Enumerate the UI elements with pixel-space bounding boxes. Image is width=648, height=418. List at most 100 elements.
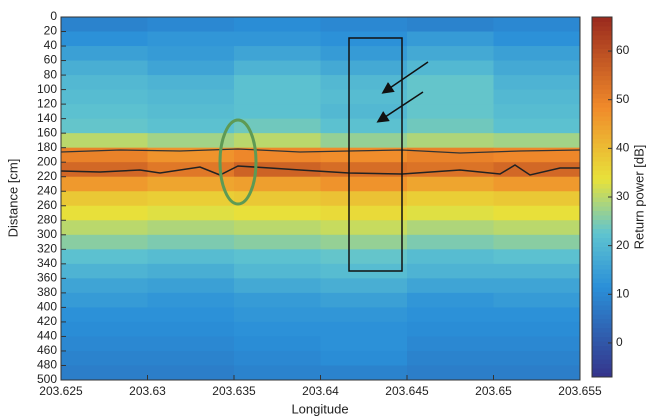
heatmap-cell [147,89,235,105]
colorbar-step [592,89,612,94]
heatmap-cell [320,292,408,308]
heatmap-cell [61,176,148,192]
heatmap-cell [147,321,235,337]
colorbar-step [592,48,612,54]
heatmap-cell [147,133,235,149]
colorbar-step [592,156,612,162]
heatmap-cell [493,278,581,294]
heatmap-cell [493,321,581,337]
heatmap-cell [407,234,494,250]
heatmap-cell [234,336,321,352]
colorbar-step [592,305,612,310]
heatmap-cell [407,31,494,47]
y-tick-label: 380 [37,285,57,299]
colorbar-step [592,53,612,58]
arrow [376,91,424,123]
colorbar-tick-label: 0 [616,335,623,349]
heatmap-cell [320,118,408,134]
heatmap-cell [493,17,581,33]
heatmap-cell [320,31,408,47]
colorbar-tick-label: 10 [616,286,630,300]
heatmap-cell [61,263,148,279]
colorbar-step [592,62,612,67]
y-tick-label: 360 [37,271,57,285]
colorbar-step [592,111,612,117]
heatmap-cell [493,205,581,221]
y-tick-label: 80 [44,67,58,81]
heatmap-cell [234,17,321,33]
y-tick-label: 220 [37,169,57,183]
heatmap-cell [234,162,321,178]
heatmap-cell [61,365,148,381]
colorbar-step [592,192,612,198]
heatmap-cell [61,321,148,337]
heatmap-cell [407,191,494,207]
heatmap-cell [61,336,148,352]
heatmap-cell [407,147,494,163]
colorbar-step [592,147,612,153]
colorbar-step [592,359,612,364]
heatmap-cell [320,133,408,149]
colorbar-tick-label: 20 [616,238,630,252]
x-tick-label: 203.64 [302,384,339,398]
heatmap-cell [147,162,235,178]
heatmap-cell [147,191,235,207]
heatmap-cell [147,292,235,308]
heatmap-cell [234,263,321,279]
colorbar-step [592,237,612,243]
heatmap-cell [407,75,494,91]
heatmap-cell [493,292,581,308]
heatmap-cell [147,350,235,366]
x-axis-label: Longitude [291,401,348,416]
colorbar-step [592,134,612,139]
colorbar-step [592,165,612,171]
heatmap-cell [61,234,148,250]
colorbar-tick-label: 50 [616,92,630,106]
colorbar-step [592,291,612,297]
heatmap-cell [493,263,581,279]
colorbar-step [592,273,612,279]
heatmap-cell [493,234,581,250]
colorbar-step [592,224,612,229]
heatmap-cell [493,191,581,207]
heatmap-cell [407,321,494,337]
heatmap-cell [147,176,235,192]
colorbar-step [592,116,612,121]
colorbar-step [592,84,612,90]
heatmap-cell [493,249,581,265]
colorbar-step [592,174,612,180]
heatmap-cell [234,205,321,221]
colorbar-step [592,120,612,126]
colorbar-step [592,345,612,351]
heatmap-cell [320,205,408,221]
colorbar-step [592,336,612,342]
heatmap-cell [234,191,321,207]
x-tick-label: 203.645 [385,384,429,398]
heatmap-cell [407,263,494,279]
colorbar-tick-label: 30 [616,189,630,203]
heatmap-cell [407,249,494,265]
colorbar-step [592,372,612,378]
heatmap-cell [234,60,321,76]
colorbar-step [592,30,612,36]
colorbar-step [592,138,612,144]
y-tick-label: 60 [44,53,58,67]
heatmap-cell [147,263,235,279]
heatmap-cell [320,278,408,294]
heatmap-cell [320,75,408,91]
heatmap-cell [320,336,408,352]
colorbar-step [592,296,612,301]
heatmap-cell [234,365,321,381]
heatmap-cell [320,321,408,337]
colorbar-step [592,354,612,360]
colorbar-step [592,210,612,216]
colorbar-step [592,242,612,247]
heatmap-cell [147,60,235,76]
colorbar-step [592,129,612,135]
colorbar-step [592,183,612,189]
heatmap-cell [407,89,494,105]
highlight-box [348,37,403,272]
x-tick-label: 203.635 [212,384,256,398]
heatmap-cell [234,220,321,236]
y-tick-label: 400 [37,300,57,314]
